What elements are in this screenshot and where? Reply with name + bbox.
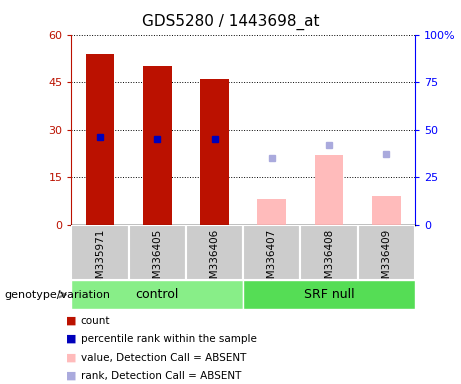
Bar <box>258 199 286 225</box>
Text: ■: ■ <box>66 353 77 362</box>
Text: count: count <box>81 316 110 326</box>
Text: SRF null: SRF null <box>304 288 355 301</box>
Bar <box>143 66 171 225</box>
Text: GSM336407: GSM336407 <box>267 229 277 292</box>
Bar <box>71 225 129 280</box>
Bar <box>243 225 301 280</box>
Text: GSM336405: GSM336405 <box>152 229 162 292</box>
Text: value, Detection Call = ABSENT: value, Detection Call = ABSENT <box>81 353 246 362</box>
Bar <box>86 54 114 225</box>
Bar <box>358 225 415 280</box>
Text: ■: ■ <box>66 334 77 344</box>
Text: ■: ■ <box>66 371 77 381</box>
Text: genotype/variation: genotype/variation <box>5 290 111 300</box>
Text: rank, Detection Call = ABSENT: rank, Detection Call = ABSENT <box>81 371 241 381</box>
Text: GDS5280 / 1443698_at: GDS5280 / 1443698_at <box>142 13 319 30</box>
Bar <box>200 79 229 225</box>
Text: ■: ■ <box>66 316 77 326</box>
Text: percentile rank within the sample: percentile rank within the sample <box>81 334 257 344</box>
Bar <box>243 280 415 309</box>
Text: GSM336408: GSM336408 <box>324 229 334 292</box>
Bar <box>315 155 343 225</box>
Bar <box>129 225 186 280</box>
Text: GSM336409: GSM336409 <box>381 229 391 292</box>
Text: control: control <box>136 288 179 301</box>
Bar <box>372 196 401 225</box>
Bar <box>301 225 358 280</box>
Text: GSM335971: GSM335971 <box>95 229 105 293</box>
Bar <box>186 225 243 280</box>
Bar <box>71 280 243 309</box>
Text: GSM336406: GSM336406 <box>210 229 219 292</box>
